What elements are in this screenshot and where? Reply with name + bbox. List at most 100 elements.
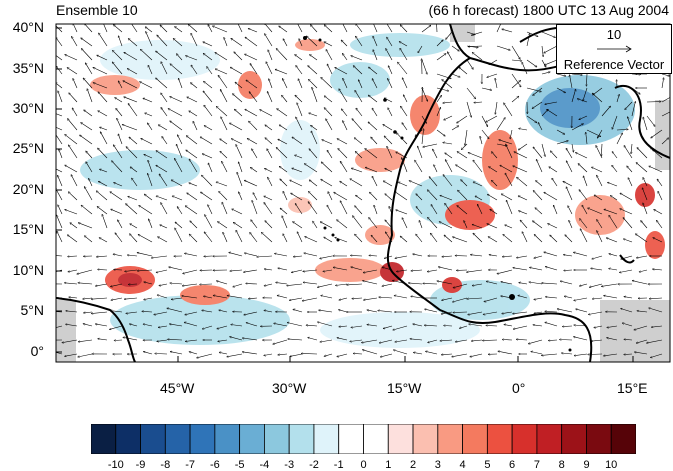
wind-vector: [116, 108, 123, 117]
wind-vector: [290, 180, 303, 187]
wind-vector: [143, 352, 153, 355]
wind-vector: [248, 298, 258, 299]
wind-vector: [68, 269, 78, 272]
wind-vector: [443, 143, 453, 145]
axis-ticks: [56, 27, 634, 362]
wind-vector: [295, 95, 303, 103]
wind-vector: [68, 256, 78, 257]
wind-vector: [661, 138, 669, 145]
wind-vector: [486, 115, 498, 122]
wind-vector: [203, 42, 213, 47]
wind-vector: [145, 27, 153, 33]
colorbar-swatch: [462, 424, 488, 454]
wind-vector: [324, 96, 333, 103]
wind-vector: [100, 127, 108, 131]
wind-vector: [81, 123, 93, 131]
wind-vector: [379, 297, 393, 298]
wind-vector: [628, 178, 633, 187]
wind-vector: [112, 161, 123, 173]
wind-vector: [335, 237, 348, 243]
wind-vector: [276, 282, 288, 285]
wind-vector: [156, 51, 168, 61]
wind-vector: [511, 60, 522, 61]
wind-vector: [100, 132, 108, 145]
wind-vector: [111, 209, 123, 215]
wind-vector: [220, 139, 228, 145]
wind-vector: [646, 115, 655, 127]
wind-vector: [200, 284, 213, 285]
wind-vector: [484, 297, 498, 302]
wind-vector: [97, 55, 108, 61]
wind-vector: [363, 269, 378, 273]
wind-vector: [326, 49, 333, 61]
wind-vector: [461, 180, 468, 187]
wind-vector: [550, 235, 558, 243]
wind-vector: [269, 79, 273, 89]
wind-vector: [98, 111, 108, 117]
wind-vector: [320, 339, 333, 342]
wind-vector: [388, 108, 393, 117]
wind-vector: [564, 270, 573, 271]
wind-vector: [261, 232, 273, 243]
wind-vector: [189, 352, 198, 355]
wind-vector: [445, 153, 453, 159]
wind-vector: [176, 144, 183, 159]
wind-vector: [220, 89, 228, 103]
wind-vector: [571, 89, 576, 103]
wind-vector: [586, 132, 588, 145]
wind-vector: [184, 322, 198, 327]
wind-vector: [279, 166, 288, 173]
wind-vector: [335, 67, 348, 75]
wind-vector: [612, 165, 618, 173]
wind-vector: [387, 37, 393, 47]
wind-vector: [534, 311, 543, 313]
wind-vector: [148, 173, 153, 187]
wind-vector: [265, 221, 273, 229]
wind-vector: [143, 98, 153, 103]
wind-vector: [652, 269, 663, 270]
wind-vector: [291, 193, 303, 201]
wind-vector: [413, 352, 423, 355]
wind-vector: [236, 144, 243, 159]
lat-label-20n: 20°N: [12, 181, 44, 197]
wind-vector: [656, 220, 663, 229]
wind-vector: [654, 209, 663, 215]
wind-vector: [421, 115, 427, 124]
wind-vector: [81, 49, 93, 61]
wind-vector: [158, 125, 168, 131]
lon-label-30w: 30°W: [272, 380, 307, 396]
wind-vector: [634, 352, 648, 355]
wind-vector: [142, 311, 153, 312]
wind-vector: [301, 353, 318, 354]
wind-vector: [249, 92, 258, 103]
wind-vector: [159, 283, 168, 286]
wind-vector: [451, 73, 460, 77]
wind-vector: [444, 115, 453, 120]
lon-label-0: 0°: [512, 380, 526, 396]
wind-vector: [205, 215, 213, 229]
wind-vector: [425, 309, 438, 313]
wind-vector: [103, 24, 108, 33]
wind-vector: [591, 167, 603, 173]
wind-vector: [566, 161, 573, 173]
wind-vector: [526, 33, 530, 47]
wind-vector: [146, 31, 153, 47]
wind-vector: [161, 203, 168, 215]
wind-vector: [373, 24, 378, 33]
wind-vector: [309, 180, 318, 187]
wind-vector: [126, 311, 138, 314]
wind-vector: [71, 36, 78, 47]
wind-vector: [489, 167, 498, 173]
wind-vector: [379, 339, 393, 343]
wind-vector: [230, 337, 243, 341]
wind-vector: [278, 139, 288, 145]
wind-vector: [383, 181, 393, 187]
wind-vector: [89, 178, 93, 187]
wind-vector: [556, 141, 568, 145]
wind-vector: [457, 206, 468, 215]
wind-vector: [267, 91, 273, 103]
colorbar-swatch: [214, 424, 241, 454]
wind-vector: [335, 283, 348, 286]
wind-vector: [264, 269, 273, 270]
lat-label-30n: 30°N: [12, 100, 44, 116]
